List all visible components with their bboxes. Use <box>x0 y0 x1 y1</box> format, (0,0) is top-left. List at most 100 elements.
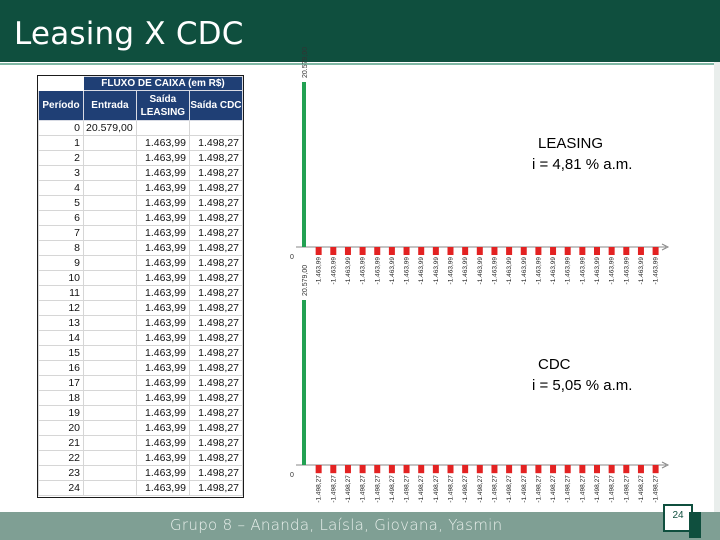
header-saida-leasing: Saída LEASING <box>135 90 190 121</box>
header-entrada: Entrada <box>83 90 137 121</box>
title-bar: Leasing X CDC <box>0 0 720 62</box>
leasing-bar <box>403 247 410 255</box>
cell-periodo: 20 <box>38 420 84 436</box>
cdc-bar <box>462 465 469 474</box>
table-row: 11 1.463,99 1.498,27 <box>38 285 244 301</box>
table-row: 13 1.463,99 1.498,27 <box>38 315 244 331</box>
table-row: 14 1.463,99 1.498,27 <box>38 330 244 346</box>
leasing-label: LEASING i = 4,81 % a.m. <box>532 133 632 175</box>
leasing-zero-label: 0 <box>290 254 294 261</box>
cell-periodo: 17 <box>38 375 84 391</box>
cell-saida-leasing: 1.463,99 <box>135 435 190 451</box>
cdc-data-label: -1.498,27 <box>433 475 440 503</box>
cell-saida-cdc: 1.498,27 <box>188 465 244 481</box>
cell-entrada: 20.579,00 <box>83 120 137 136</box>
cdc-cash-flow-chart: 0 20.579,00 -1.498,27 -1.498,27 -1.498,27 -1.… <box>290 265 670 503</box>
cell-periodo: 13 <box>38 315 84 331</box>
cdc-data-label: -1.498,27 <box>477 475 484 503</box>
cdc-bar <box>344 465 351 474</box>
cell-saida-leasing: 1.463,99 <box>135 255 190 271</box>
cell-saida-cdc: 1.498,27 <box>188 330 244 346</box>
cell-periodo: 24 <box>38 480 84 496</box>
cell-saida-leasing: 1.463,99 <box>135 180 190 196</box>
leasing-data-label: 20.579,00 <box>302 47 309 78</box>
cdc-data-label: -1.498,27 <box>316 475 323 503</box>
cell-entrada <box>83 435 137 451</box>
cdc-bar <box>476 465 483 474</box>
table-row: 9 1.463,99 1.498,27 <box>38 255 244 271</box>
footer-bar: Grupo 8 – Ananda, Laísla, Giovana, Yasmi… <box>0 512 720 540</box>
cell-entrada <box>83 390 137 406</box>
cdc-data-label: -1.498,27 <box>330 475 337 503</box>
cell-periodo: 8 <box>38 240 84 256</box>
cell-saida-cdc: 1.498,27 <box>188 420 244 436</box>
leasing-data-label: -1.463,99 <box>653 257 660 285</box>
cdc-data-label: -1.498,27 <box>535 475 542 503</box>
leasing-bar <box>315 247 322 255</box>
cell-entrada <box>83 225 137 241</box>
cell-periodo: 5 <box>38 195 84 211</box>
cell-saida-cdc: 1.498,27 <box>188 435 244 451</box>
cell-entrada <box>83 135 137 151</box>
cell-entrada <box>83 420 137 436</box>
leasing-cash-flow-chart: 0 20.579,00 -1.463,99 -1.463,99 -1.463,99 -1.… <box>290 47 670 285</box>
cell-periodo: 18 <box>38 390 84 406</box>
cdc-bar <box>418 465 425 474</box>
leasing-bar <box>520 247 527 255</box>
cell-saida-leasing: 1.463,99 <box>135 420 190 436</box>
cdc-bar <box>403 465 410 474</box>
cell-saida-leasing <box>135 120 190 136</box>
cell-saida-cdc: 1.498,27 <box>188 225 244 241</box>
leasing-label-name: LEASING <box>538 135 604 152</box>
table-row: 23 1.463,99 1.498,27 <box>38 465 244 481</box>
leasing-bar <box>359 247 366 255</box>
leasing-bar <box>652 247 659 255</box>
cell-saida-cdc: 1.498,27 <box>188 180 244 196</box>
table-title: FLUXO DE CAIXA (em R$) <box>83 76 243 91</box>
cell-saida-leasing: 1.463,99 <box>135 195 190 211</box>
cell-periodo: 22 <box>38 450 84 466</box>
leasing-bar <box>579 247 586 255</box>
cell-saida-leasing: 1.463,99 <box>135 225 190 241</box>
cdc-bar <box>447 465 454 474</box>
cell-periodo: 0 <box>38 120 84 136</box>
cell-saida-cdc <box>188 120 244 136</box>
cdc-data-label: -1.498,27 <box>491 475 498 503</box>
slide-title: Leasing X CDC <box>14 16 244 52</box>
leasing-bar <box>506 247 513 255</box>
cdc-label-name: CDC <box>538 356 571 373</box>
cell-saida-cdc: 1.498,27 <box>188 240 244 256</box>
leasing-data-label: -1.463,99 <box>550 257 557 285</box>
cell-periodo: 6 <box>38 210 84 226</box>
table-row: 24 1.463,99 1.498,27 <box>38 480 244 496</box>
cdc-bar <box>520 465 527 474</box>
cell-periodo: 21 <box>38 435 84 451</box>
title-divider <box>0 63 720 65</box>
leasing-bar <box>608 247 615 255</box>
leasing-bar <box>432 247 439 255</box>
leasing-bar <box>637 247 644 255</box>
leasing-chart: 0 20.579,00 -1.463,99 -1.463,99 -1.463,99 -1.… <box>290 47 676 290</box>
cdc-data-label: -1.498,27 <box>623 475 630 503</box>
cell-saida-leasing: 1.463,99 <box>135 150 190 166</box>
cdc-bar <box>388 465 395 474</box>
leasing-data-label: -1.463,99 <box>623 257 630 285</box>
cdc-data-label: -1.498,27 <box>565 475 572 503</box>
leasing-data-label: -1.463,99 <box>565 257 572 285</box>
cdc-data-label: -1.498,27 <box>594 475 601 503</box>
leasing-bar <box>564 247 571 255</box>
cell-entrada <box>83 180 137 196</box>
cdc-bar <box>637 465 644 474</box>
header-periodo: Período <box>38 90 84 121</box>
leasing-bar <box>388 247 395 255</box>
cell-saida-leasing: 1.463,99 <box>135 405 190 421</box>
table-row: 2 1.463,99 1.498,27 <box>38 150 244 166</box>
cdc-label-rate: i = 5,05 % a.m. <box>532 377 633 394</box>
cell-saida-leasing: 1.463,99 <box>135 330 190 346</box>
cell-saida-leasing: 1.463,99 <box>135 210 190 226</box>
cell-entrada <box>83 330 137 346</box>
cell-periodo: 12 <box>38 300 84 316</box>
table-row: 7 1.463,99 1.498,27 <box>38 225 244 241</box>
leasing-data-label: -1.463,99 <box>345 257 352 285</box>
leasing-data-label: -1.463,99 <box>638 257 645 285</box>
